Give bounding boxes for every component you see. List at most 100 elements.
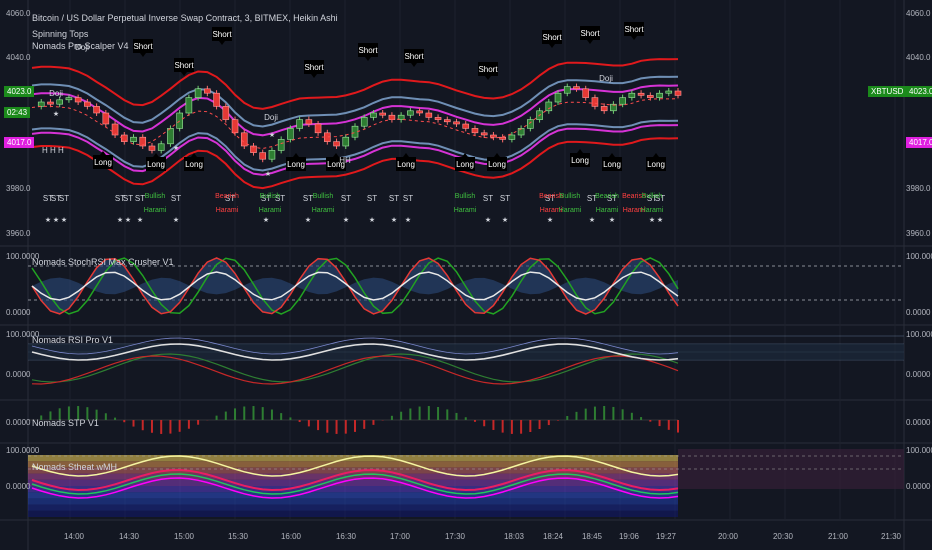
candle-bear [582, 88, 590, 98]
st-label: ST [587, 194, 597, 203]
candle-bull [527, 119, 534, 129]
st-label: ST [135, 194, 145, 203]
x-tick-label: 16:30 [336, 532, 357, 541]
lower-magenta-band [31, 124, 679, 176]
short-label-box [133, 39, 153, 53]
st-star: ★ [547, 216, 553, 224]
x-tick-label: 14:30 [119, 532, 140, 541]
st-label: ST [389, 194, 399, 203]
candle-bear [305, 119, 313, 125]
heat-band [28, 492, 678, 499]
x-tick-label: 15:30 [228, 532, 249, 541]
long-label: Long [94, 158, 112, 167]
st-star: ★ [117, 216, 123, 224]
candle-bull [656, 92, 663, 98]
candle-bull [194, 88, 202, 98]
x-tick-label: 20:00 [718, 532, 739, 541]
short-label-box [404, 49, 424, 63]
x-tick-label: 14:00 [64, 532, 85, 541]
y-tick-heat-left: 100.0000 [6, 446, 40, 455]
lower-blue-band [31, 119, 679, 172]
long-label-box [487, 157, 507, 171]
short-label: Short [212, 30, 232, 39]
st-label: ST [607, 194, 617, 203]
long-label-pointer [403, 153, 409, 157]
candle-bear [213, 92, 220, 107]
short-label-box [580, 26, 600, 40]
heat-yellow-line [31, 455, 679, 477]
candle-bear [93, 106, 100, 114]
candle-bull [56, 99, 63, 105]
candle-bull [610, 103, 617, 112]
doji-label: Doji [49, 89, 63, 98]
long-label-pointer [333, 153, 339, 157]
long-label-pointer [653, 153, 659, 157]
candle-bear [120, 134, 128, 142]
st-star: ★ [125, 216, 131, 224]
candle-bear [379, 112, 386, 116]
short-label-box [304, 60, 324, 74]
short-label: Short [174, 61, 194, 70]
short-label-box [624, 22, 644, 36]
st-label: ST [275, 194, 285, 203]
candle-bear [74, 97, 82, 103]
st-star: ★ [657, 216, 663, 224]
long-label-box [396, 157, 416, 171]
heat-band [28, 510, 678, 517]
indicator-label-spinning-tops: Spinning Tops [32, 29, 89, 39]
x-tick-label: 21:00 [828, 532, 849, 541]
heat-band [28, 498, 678, 505]
pattern-label: Harami [540, 207, 563, 214]
short-label-pointer [587, 40, 593, 44]
long-label-pointer [293, 153, 299, 157]
st-star: ★ [369, 216, 375, 224]
candle-bear [600, 106, 608, 112]
x-tick-label: 18:03 [504, 532, 525, 541]
candle-bear [231, 119, 239, 134]
long-label-box [326, 157, 346, 171]
price-tag-left-time: 02:43 [4, 107, 31, 118]
y-tick-rsi: 0.0000 [906, 370, 931, 379]
pattern-label: Harami [454, 207, 477, 214]
price-tag-right-green: 4023.0 [906, 86, 932, 97]
candle-bull [157, 143, 165, 151]
y-tick-stoch-left: 0.0000 [6, 308, 31, 317]
short-label: Short [542, 33, 562, 42]
x-tick-label: 18:45 [582, 532, 603, 541]
y-tick-right: 4060.0 [906, 9, 931, 18]
pattern-label: Bearish [595, 193, 619, 200]
candle-bear [259, 152, 267, 160]
heat-band [28, 473, 678, 480]
candle-bear [647, 95, 654, 98]
pattern-label: Bullish [455, 193, 476, 200]
candle-bull [563, 86, 571, 94]
short-label: Short [404, 52, 424, 61]
candle-bear [204, 88, 211, 94]
y-tick-left: 4060.0 [6, 9, 31, 18]
y-tick-right: 4040.0 [906, 53, 931, 62]
hh-label: H H H [42, 146, 64, 155]
doji-label: Doji [75, 43, 89, 52]
candle-bull [296, 119, 303, 129]
long-label-box [646, 157, 666, 171]
candle-bear [425, 112, 433, 118]
rsi-blue-line [31, 337, 679, 355]
long-label: Long [647, 160, 665, 169]
heat-green-line [31, 473, 679, 495]
candle-bull [65, 97, 73, 101]
st-label: ST [341, 194, 351, 203]
rsi-band [28, 344, 904, 360]
y-tick-rsi: 100.0000 [906, 330, 932, 339]
lower-outer-band [31, 137, 679, 190]
st-star: ★ [45, 216, 51, 224]
candle-bear [47, 101, 54, 105]
candle-bear [674, 90, 682, 96]
price-tag-left-green: 4023.0 [4, 86, 35, 97]
long-label-box [570, 153, 590, 167]
y-tick-stp: 0.0000 [906, 418, 931, 427]
long-label-box [602, 157, 622, 171]
pattern-label: Harami [259, 207, 282, 214]
stoch-green-line [31, 257, 679, 315]
y-tick-rsi-left: 0.0000 [6, 370, 31, 379]
long-label: Long [603, 160, 621, 169]
